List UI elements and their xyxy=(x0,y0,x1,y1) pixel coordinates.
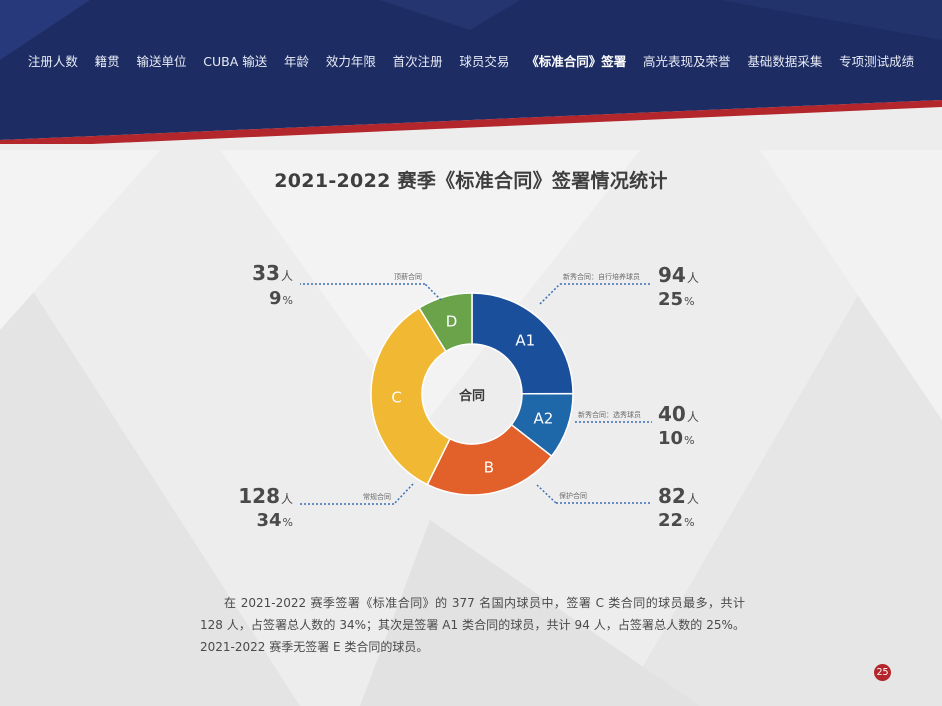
count-unit-c: 人 xyxy=(281,492,293,506)
page-number-badge: 25 xyxy=(874,664,891,681)
description-paragraph: 在 2021-2022 赛季签署《标准合同》的 377 名国内球员中，签署 C … xyxy=(200,596,745,654)
nav-item-1[interactable]: 籍贯 xyxy=(94,54,120,69)
callout-count-b: 82人 xyxy=(658,484,699,508)
count-value-a2: 40 xyxy=(658,402,686,426)
nav-item-4[interactable]: 年龄 xyxy=(284,54,310,69)
slice-label-c: C xyxy=(391,388,401,406)
top-navigation: 注册人数 籍贯 输送单位 CUBA 输送 年龄 效力年限 首次注册 球员交易 《标准合同》签署 高… xyxy=(0,53,942,73)
callout-name-b: 保护合同 xyxy=(559,491,587,500)
count-value-b: 82 xyxy=(658,484,686,508)
donut-slice-a1 xyxy=(471,292,574,395)
nav-item-6[interactable]: 首次注册 xyxy=(392,54,443,69)
percent-unit-a1: % xyxy=(684,295,694,308)
header-band xyxy=(0,0,942,144)
slice-label-b: B xyxy=(484,459,494,477)
donut-slice-d xyxy=(418,292,473,353)
callout-count-c: 128人 xyxy=(238,484,293,508)
nav-item-2[interactable]: 输送单位 xyxy=(136,54,187,69)
slice-label-a2: A2 xyxy=(534,409,554,427)
callout-leader-c xyxy=(393,483,414,505)
nav-item-0[interactable]: 注册人数 xyxy=(27,54,78,69)
percent-value-a1: 25 xyxy=(658,289,683,310)
nav-item-3[interactable]: CUBA 输送 xyxy=(203,54,268,69)
nav-item-9[interactable]: 高光表现及荣誉 xyxy=(643,54,731,69)
donut-slice-c xyxy=(370,306,451,486)
nav-item-7[interactable]: 球员交易 xyxy=(459,54,510,69)
callout-percent-c: 34% xyxy=(256,510,293,531)
donut-center-label: 合同 xyxy=(459,388,485,404)
count-unit-b: 人 xyxy=(687,492,699,506)
callout-leader-d xyxy=(424,283,442,301)
nav-item-11[interactable]: 专项测试成绩 xyxy=(839,54,915,69)
count-unit-d: 人 xyxy=(281,269,293,283)
percent-unit-b: % xyxy=(684,516,694,529)
callout-count-a2: 40人 xyxy=(658,402,699,426)
percent-unit-a2: % xyxy=(684,434,694,447)
callout-percent-a2: 10% xyxy=(658,428,695,449)
nav-item-8[interactable]: 《标准合同》签署 xyxy=(526,54,627,69)
percent-value-b: 22 xyxy=(658,510,683,531)
count-value-c: 128 xyxy=(238,484,280,508)
callout-percent-b: 22% xyxy=(658,510,695,531)
callout-name-c: 常规合同 xyxy=(363,492,391,501)
donut-slice-b xyxy=(426,423,553,496)
count-unit-a1: 人 xyxy=(687,271,699,285)
count-value-a1: 94 xyxy=(658,263,686,287)
callout-name-a2: 新秀合同：选秀球员 xyxy=(578,410,641,419)
callout-leader-b xyxy=(536,484,557,504)
callout-percent-d: 9% xyxy=(269,288,293,309)
percent-value-c: 34 xyxy=(256,510,281,531)
percent-value-d: 9 xyxy=(269,288,282,309)
callout-percent-a1: 25% xyxy=(658,289,695,310)
count-value-d: 33 xyxy=(252,261,280,285)
nav-item-10[interactable]: 基础数据采集 xyxy=(747,54,823,69)
chart-title: 2021-2022 赛季《标准合同》签署情况统计 xyxy=(274,170,668,192)
slice-label-a1: A1 xyxy=(515,332,535,350)
callout-count-d: 33人 xyxy=(252,261,293,285)
callout-name-a1: 新秀合同：自行培养球员 xyxy=(563,272,640,281)
nav-item-5[interactable]: 效力年限 xyxy=(325,54,376,69)
callout-name-d: 顶薪合同 xyxy=(394,272,422,281)
callout-leader-a1 xyxy=(539,283,561,305)
percent-unit-d: % xyxy=(283,294,293,307)
count-unit-a2: 人 xyxy=(687,410,699,424)
slice-label-d: D xyxy=(446,312,458,330)
percent-unit-c: % xyxy=(283,516,293,529)
callout-count-a1: 94人 xyxy=(658,263,699,287)
percent-value-a2: 10 xyxy=(658,428,683,449)
